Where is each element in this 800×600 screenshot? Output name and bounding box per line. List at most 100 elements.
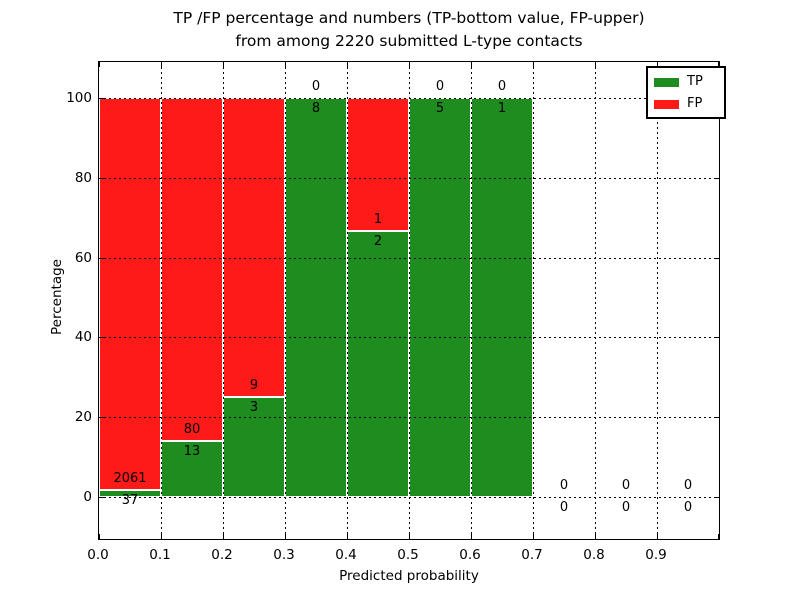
x-tick-label: 0.6 bbox=[459, 547, 481, 563]
x-tick-mark-top bbox=[99, 62, 100, 67]
y-tick-label: 20 bbox=[74, 409, 92, 426]
y-tick-mark bbox=[99, 497, 104, 498]
y-tick-label: 60 bbox=[74, 249, 92, 266]
tp-count-label: 0 bbox=[559, 500, 569, 515]
gridline-horizontal bbox=[99, 177, 719, 179]
x-tick-mark-top bbox=[285, 62, 286, 67]
x-tick-label: 0.9 bbox=[645, 547, 667, 563]
x-tick-mark-top bbox=[471, 62, 472, 67]
y-tick-mark bbox=[99, 177, 104, 179]
tp-count-label: 5 bbox=[435, 101, 445, 116]
y-tick-label: 80 bbox=[74, 169, 92, 186]
gridline-vertical bbox=[595, 62, 596, 539]
x-tick-mark bbox=[718, 534, 719, 539]
gridline-vertical bbox=[657, 62, 658, 539]
y-tick-mark-right bbox=[714, 257, 719, 259]
y-tick-mark bbox=[99, 98, 104, 99]
x-tick-label: 0.8 bbox=[583, 547, 605, 563]
y-tick-label: 0 bbox=[83, 489, 92, 505]
tp-count-label: 8 bbox=[311, 101, 321, 116]
legend-row-tp: TP bbox=[654, 73, 718, 91]
gridline-horizontal bbox=[99, 497, 719, 498]
fp-bar-segment bbox=[223, 98, 285, 398]
fp-count-label: 9 bbox=[249, 378, 259, 394]
tp-count-label: 0 bbox=[621, 500, 631, 515]
fp-count-label: 80 bbox=[183, 422, 201, 438]
tp-bar-segment bbox=[161, 441, 223, 497]
x-tick-mark bbox=[533, 534, 534, 539]
gridline-vertical bbox=[409, 62, 410, 539]
x-tick-mark-top bbox=[533, 62, 534, 67]
y-tick-mark-right bbox=[714, 177, 719, 179]
y-tick-label: 40 bbox=[74, 329, 92, 346]
tp-count-label: 0 bbox=[683, 500, 693, 515]
gridline-vertical bbox=[347, 62, 348, 539]
legend-label-tp: TP bbox=[687, 74, 703, 89]
x-tick-mark-top bbox=[347, 62, 348, 67]
x-tick-label: 0.0 bbox=[87, 547, 109, 563]
y-axis-label: Percentage bbox=[49, 259, 65, 335]
legend: TP FP bbox=[646, 66, 726, 119]
gridline-horizontal bbox=[99, 257, 719, 259]
plot-area: 2061 37 80 13 9 3 0 8 1 2 0 5 0 1 0 0 0 0 0 0 bbox=[98, 61, 720, 540]
gridline-vertical bbox=[471, 62, 472, 539]
fp-count-label: 2061 bbox=[113, 470, 147, 486]
fp-count-label: 1 bbox=[373, 212, 383, 227]
x-tick-mark bbox=[223, 534, 224, 539]
y-tick-mark-right bbox=[714, 497, 719, 498]
x-tick-mark-top bbox=[595, 62, 596, 67]
gridline-vertical bbox=[285, 62, 286, 539]
x-axis-label: Predicted probability bbox=[339, 568, 479, 584]
x-tick-label: 0.3 bbox=[273, 547, 295, 563]
fp-count-label: 0 bbox=[311, 79, 321, 94]
fp-count-label: 0 bbox=[683, 478, 693, 493]
y-tick-mark bbox=[99, 337, 104, 339]
x-tick-mark-top bbox=[409, 62, 410, 67]
fp-count-label: 0 bbox=[435, 79, 445, 94]
x-tick-mark bbox=[595, 534, 596, 539]
gridline-vertical bbox=[161, 62, 162, 539]
tp-count-label: 3 bbox=[249, 400, 259, 416]
chart-title-line2: from among 2220 submitted L-type contact… bbox=[235, 32, 583, 50]
x-tick-mark bbox=[161, 534, 162, 539]
x-tick-mark bbox=[99, 534, 100, 539]
tp-count-label: 1 bbox=[497, 101, 507, 116]
y-tick-mark-right bbox=[714, 417, 719, 419]
fp-bar-segment bbox=[99, 98, 161, 490]
tp-count-label: 13 bbox=[183, 444, 201, 460]
fp-count-label: 0 bbox=[497, 79, 507, 94]
x-tick-label: 0.7 bbox=[521, 547, 543, 563]
x-tick-mark bbox=[409, 534, 410, 539]
legend-swatch-fp bbox=[654, 99, 679, 109]
fp-count-label: 0 bbox=[559, 478, 569, 493]
x-tick-mark bbox=[347, 534, 348, 539]
x-tick-label: 0.4 bbox=[335, 547, 357, 563]
gridline-horizontal bbox=[99, 98, 719, 99]
gridline-horizontal bbox=[99, 417, 719, 419]
chart-title-line1: TP /FP percentage and numbers (TP-bottom… bbox=[173, 9, 645, 27]
x-tick-mark bbox=[471, 534, 472, 539]
legend-swatch-tp bbox=[654, 77, 679, 87]
gridline-vertical bbox=[533, 62, 534, 539]
tp-bar-segment bbox=[285, 98, 347, 497]
x-tick-mark-top bbox=[718, 62, 719, 67]
x-tick-mark-top bbox=[223, 62, 224, 67]
x-tick-label: 0.1 bbox=[149, 547, 171, 563]
y-tick-mark-right bbox=[714, 337, 719, 339]
fp-bar-segment bbox=[161, 98, 223, 442]
y-tick-mark bbox=[99, 417, 104, 419]
tp-bar-segment bbox=[347, 231, 409, 497]
chart-title: TP /FP percentage and numbers (TP-bottom… bbox=[98, 7, 720, 53]
tp-bar-segment bbox=[409, 98, 471, 497]
x-tick-label: 0.5 bbox=[397, 547, 419, 563]
tp-count-label: 2 bbox=[373, 234, 383, 249]
x-tick-mark bbox=[285, 534, 286, 539]
x-tick-label: 0.2 bbox=[211, 547, 233, 563]
legend-row-fp: FP bbox=[654, 95, 718, 113]
y-tick-mark bbox=[99, 257, 104, 259]
tp-bar-segment bbox=[471, 98, 533, 497]
fp-count-label: 0 bbox=[621, 478, 631, 493]
legend-label-fp: FP bbox=[687, 96, 703, 111]
gridline-horizontal bbox=[99, 337, 719, 339]
